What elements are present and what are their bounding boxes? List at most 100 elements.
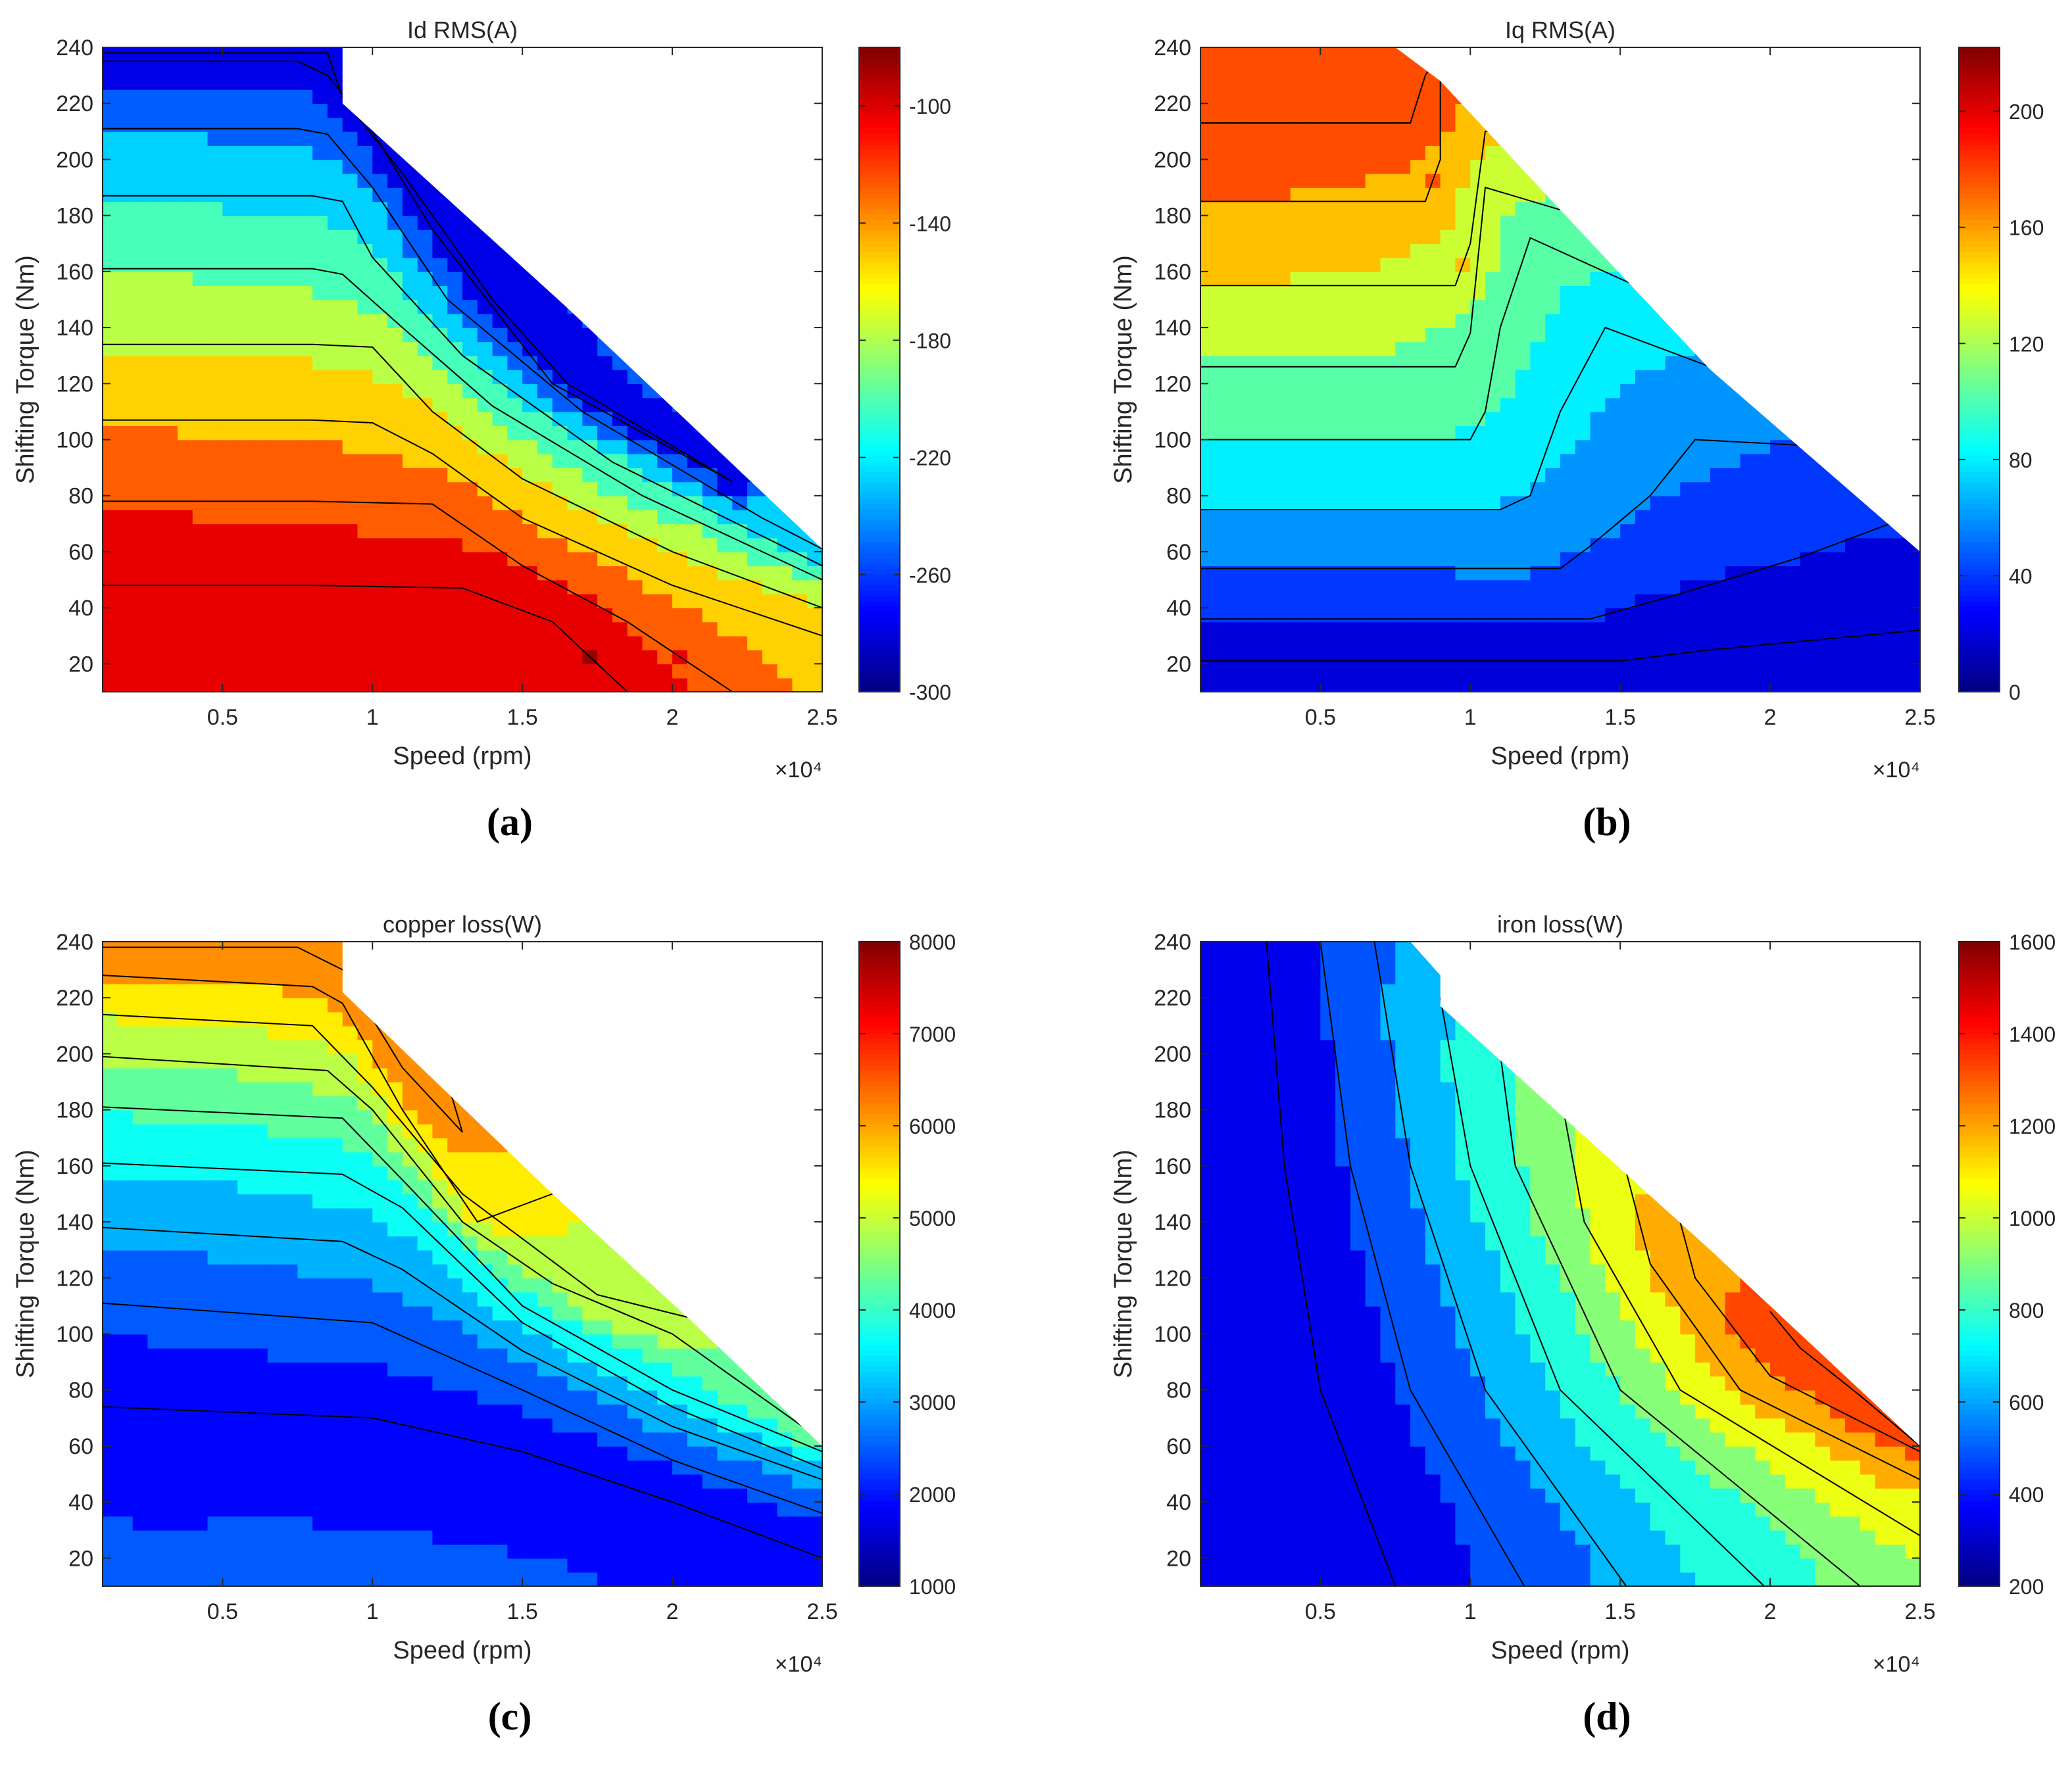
- contour-cell: [1830, 131, 1846, 146]
- contour-cell: [327, 523, 343, 539]
- contour-cell: [1575, 145, 1591, 160]
- contour-cell: [1845, 271, 1861, 286]
- colorbar-segment: [1959, 208, 2000, 214]
- contour-cell: [612, 61, 628, 76]
- contour-cell: [1560, 299, 1576, 314]
- contour-cell: [687, 355, 703, 370]
- contour-cell: [672, 495, 688, 510]
- contour-cell: [1275, 229, 1291, 245]
- contour-cell: [267, 664, 284, 679]
- contour-cell: [702, 257, 718, 272]
- contour-cell: [1815, 495, 1831, 510]
- contour-cell: [702, 523, 718, 539]
- contour-cell: [657, 481, 673, 496]
- contour-cell: [387, 103, 403, 118]
- contour-cell: [1275, 439, 1291, 454]
- contour-cell: [1230, 271, 1246, 286]
- contour-cell: [492, 523, 508, 539]
- contour-cell: [777, 523, 793, 539]
- contour-cell: [1680, 187, 1696, 203]
- contour-cell: [1230, 650, 1246, 665]
- contour-cell: [1290, 285, 1306, 301]
- contour-cell: [117, 566, 134, 581]
- contour-cell: [103, 566, 118, 581]
- contour-cell: [1665, 313, 1681, 328]
- contour-cell: [1440, 285, 1456, 301]
- contour-cell: [702, 47, 718, 62]
- contour-cell: [1425, 159, 1441, 174]
- contour-cell: [807, 635, 822, 650]
- contour-cell: [597, 215, 613, 230]
- contour-cell: [1650, 608, 1666, 623]
- contour-cell: [627, 523, 643, 539]
- contour-cell: [1410, 145, 1426, 160]
- contour-cell: [1200, 201, 1216, 216]
- contour-cell: [282, 566, 299, 581]
- contour-cell: [1845, 285, 1861, 301]
- contour-cell: [1230, 131, 1246, 146]
- contour-cell: [477, 47, 493, 62]
- contour-cell: [1665, 229, 1681, 245]
- colorbar-segment: [859, 181, 900, 188]
- contour-cell: [282, 664, 299, 679]
- contour-cell: [297, 159, 313, 174]
- contour-cell: [567, 551, 583, 567]
- contour-cell: [477, 453, 493, 468]
- contour-cell: [117, 229, 134, 245]
- contour-cell: [103, 1082, 118, 1097]
- contour-cell: [327, 593, 343, 608]
- contour-cell: [237, 89, 253, 105]
- contour-cell: [1275, 495, 1291, 510]
- contour-cell: [462, 215, 478, 230]
- contour-cell: [117, 47, 134, 62]
- contour-cell: [282, 439, 299, 454]
- contour-cell: [537, 593, 553, 608]
- contour-cell: [1470, 566, 1486, 581]
- colorbar-segment: [859, 633, 900, 639]
- contour-cell: [162, 579, 178, 594]
- colorbar-segment: [859, 546, 900, 553]
- contour-cell: [117, 103, 134, 118]
- contour-cell: [1320, 411, 1336, 427]
- contour-cell: [103, 1418, 118, 1433]
- contour-cell: [492, 173, 508, 188]
- contour-cell: [627, 566, 643, 581]
- contour-cell: [1380, 664, 1396, 679]
- contour-cell: [657, 411, 673, 427]
- contour-cell: [117, 1096, 134, 1111]
- contour-cell: [1770, 117, 1786, 132]
- contour-cell: [1740, 327, 1756, 343]
- contour-cell: [477, 187, 493, 203]
- contour-cell: [672, 579, 688, 594]
- contour-cell: [357, 397, 374, 412]
- contour-cell: [1575, 271, 1591, 286]
- contour-cell: [1350, 327, 1366, 343]
- contour-cell: [177, 370, 193, 385]
- contour-cell: [747, 383, 763, 399]
- contour-cell: [267, 243, 284, 258]
- contour-cell: [132, 1151, 149, 1167]
- contour-cell: [1905, 537, 1920, 552]
- contour-cell: [1410, 481, 1426, 496]
- contour-cell: [582, 608, 598, 623]
- contour-cell: [267, 551, 284, 567]
- contour-cell: [1650, 481, 1666, 496]
- contour-cell: [1875, 229, 1891, 245]
- contour-cell: [1875, 439, 1891, 454]
- contour-cell: [1635, 313, 1651, 328]
- contour-cell: [702, 173, 718, 188]
- contour-cell: [642, 411, 658, 427]
- contour-cell: [132, 1418, 149, 1433]
- contour-cell: [1455, 370, 1471, 385]
- contour-cell: [1215, 257, 1231, 272]
- contour-cell: [103, 187, 118, 203]
- contour-cell: [1830, 271, 1846, 286]
- contour-cell: [1620, 664, 1636, 679]
- contour-cell: [117, 411, 134, 427]
- contour-cell: [462, 187, 478, 203]
- contour-cell: [612, 215, 628, 230]
- contour-cell: [147, 664, 163, 679]
- contour-cell: [477, 650, 493, 665]
- contour-cell: [462, 664, 478, 679]
- contour-cell: [1620, 425, 1636, 441]
